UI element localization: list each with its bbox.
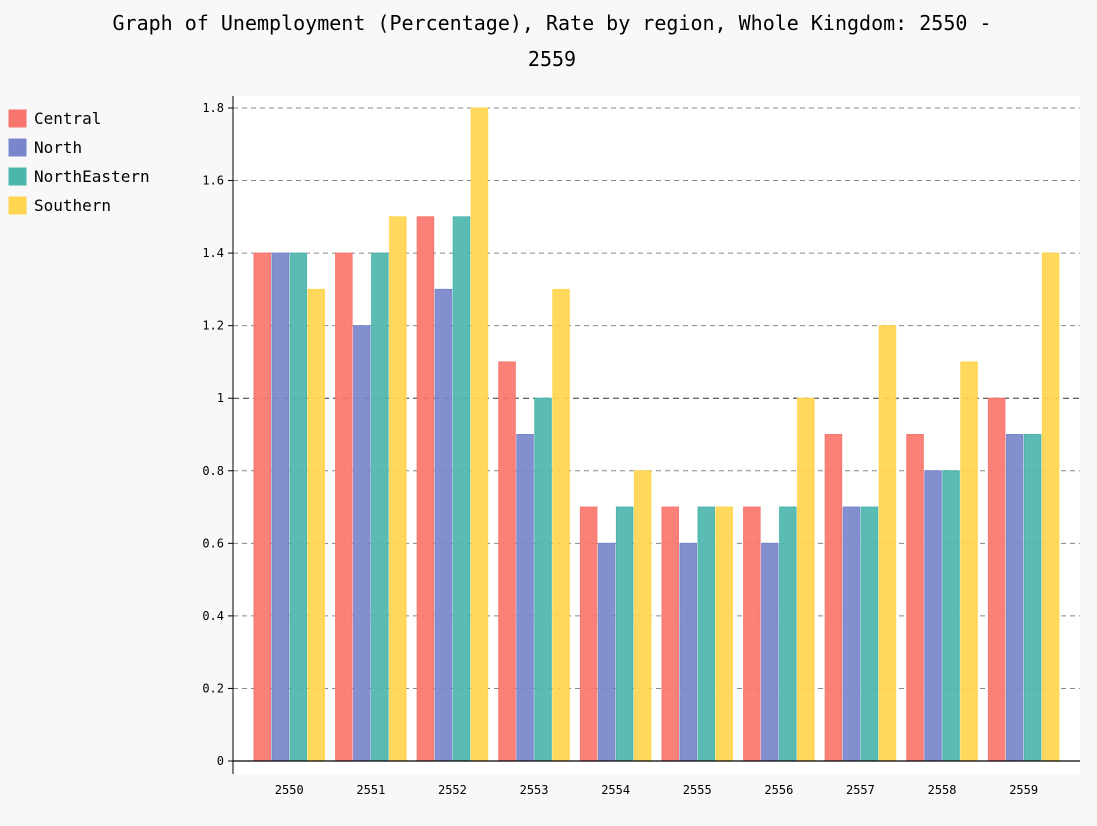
- y-tick-label: 0.2: [202, 681, 224, 695]
- bar-north-2559: [1005, 434, 1024, 762]
- bar-central-2558: [906, 434, 924, 762]
- bar-southern-2558: [960, 361, 978, 762]
- bar-southern-2554: [633, 470, 652, 762]
- bar-southern-2550: [307, 288, 325, 762]
- bar-northeastern-2556: [779, 506, 797, 762]
- bar-north-2556: [761, 542, 779, 762]
- y-tick-label: 1.8: [202, 101, 224, 115]
- chart-title-line2: 2559: [528, 47, 576, 71]
- y-tick-label: 1: [217, 391, 224, 405]
- legend-label-northeastern: NorthEastern: [34, 167, 150, 186]
- bar-southern-2556: [797, 397, 815, 762]
- legend-label-southern: Southern: [34, 196, 111, 215]
- y-tick-label: 1.4: [202, 246, 224, 260]
- x-tick-label: 2558: [928, 783, 957, 797]
- bar-northeastern-2557: [860, 506, 879, 762]
- legend-swatch-north: [8, 138, 27, 157]
- x-tick-label: 2552: [438, 783, 467, 797]
- legend-label-north: North: [34, 138, 82, 157]
- bars: [253, 107, 1060, 762]
- x-tick-label: 2555: [683, 783, 712, 797]
- bar-north-2552: [434, 288, 453, 762]
- bar-southern-2552: [470, 107, 489, 762]
- x-tick-label: 2556: [764, 783, 793, 797]
- bar-north-2553: [516, 434, 534, 762]
- bar-central-2550: [253, 252, 271, 762]
- bar-north-2554: [597, 542, 616, 762]
- bar-southern-2557: [878, 325, 897, 762]
- bar-north-2551: [353, 325, 371, 762]
- y-tick-label: 0.4: [202, 609, 224, 623]
- chart-title-line1: Graph of Unemployment (Percentage), Rate…: [113, 11, 992, 35]
- x-tick-label: 2559: [1009, 783, 1038, 797]
- x-tick-label: 2551: [356, 783, 385, 797]
- bar-central-2554: [579, 506, 598, 762]
- bar-north-2550: [271, 252, 289, 762]
- x-tick-label: 2550: [275, 783, 304, 797]
- bar-southern-2553: [552, 288, 570, 762]
- legend-swatch-northeastern: [8, 167, 27, 186]
- bar-northeastern-2559: [1023, 434, 1042, 762]
- bar-central-2553: [498, 361, 516, 762]
- x-tick-label: 2557: [846, 783, 875, 797]
- bar-central-2551: [335, 252, 353, 762]
- bar-southern-2555: [715, 506, 733, 762]
- bar-central-2552: [416, 216, 435, 762]
- bar-northeastern-2558: [942, 470, 960, 762]
- axes: 0 0.2 0.4 0.6 0.8 1 1.2 1.4 1.6 1.8 2550 2551 2552 25…: [202, 96, 1080, 797]
- bar-northeastern-2552: [452, 216, 471, 762]
- bar-north-2558: [924, 470, 942, 762]
- bar-central-2555: [661, 506, 679, 762]
- bar-northeastern-2555: [697, 506, 715, 762]
- y-tick-label: 1.2: [202, 319, 224, 333]
- y-tick-label: 0.6: [202, 536, 224, 550]
- bar-northeastern-2551: [371, 252, 389, 762]
- bar-central-2556: [743, 506, 761, 762]
- bar-central-2557: [824, 434, 843, 762]
- y-tick-label: 1.6: [202, 174, 224, 188]
- bar-northeastern-2553: [534, 397, 552, 762]
- x-tick-label: 2554: [601, 783, 630, 797]
- y-tick-label: 0: [217, 754, 224, 768]
- bar-north-2557: [842, 506, 861, 762]
- bar-southern-2551: [389, 216, 407, 762]
- bar-northeastern-2550: [289, 252, 307, 762]
- bar-northeastern-2554: [615, 506, 634, 762]
- bar-north-2555: [679, 542, 697, 762]
- legend: Central North NorthEastern Southern: [8, 109, 150, 215]
- y-tick-label: 0.8: [202, 464, 224, 478]
- legend-label-central: Central: [34, 109, 101, 128]
- legend-swatch-central: [8, 109, 27, 128]
- bar-central-2559: [987, 397, 1006, 762]
- x-tick-label: 2553: [520, 783, 549, 797]
- legend-swatch-southern: [8, 196, 27, 215]
- bar-southern-2559: [1041, 252, 1060, 762]
